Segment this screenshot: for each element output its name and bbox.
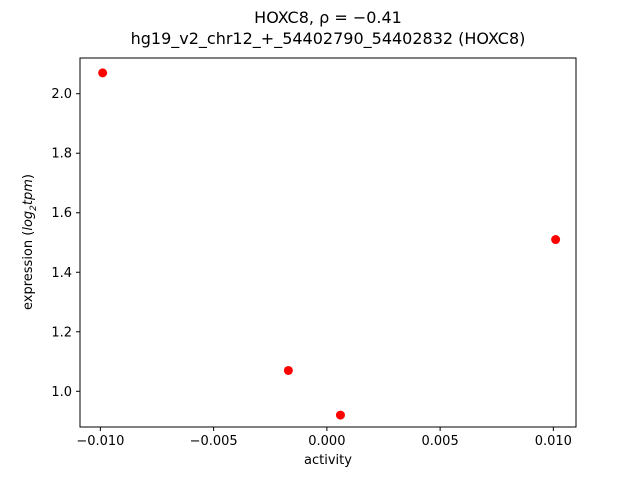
- x-tick-label: −0.005: [190, 434, 238, 449]
- x-tick-label: 0.010: [535, 434, 572, 449]
- chart-title-line2: hg19_v2_chr12_+_54402790_54402832 (HOXC8…: [130, 29, 526, 48]
- chart-title: HOXC8, ρ = −0.41 hg19_v2_chr12_+_5440279…: [80, 7, 576, 49]
- data-point: [98, 68, 108, 78]
- data-point: [551, 235, 561, 245]
- x-tick-label: 0.005: [422, 434, 459, 449]
- x-tick-label: −0.010: [76, 434, 124, 449]
- x-axis-label: activity: [304, 453, 352, 468]
- y-tick-label: 1.6: [51, 206, 72, 221]
- y-tick-label: 1.2: [51, 325, 72, 340]
- data-point: [283, 365, 293, 375]
- y-tick-label: 1.0: [51, 385, 72, 400]
- data-point: [335, 410, 345, 420]
- chart-title-line1: HOXC8, ρ = −0.41: [254, 8, 402, 27]
- y-tick-label: 1.4: [51, 266, 72, 281]
- axes-spines: [79, 57, 577, 428]
- y-tick-label: 2.0: [51, 87, 72, 102]
- y-tick-label: 1.8: [51, 147, 72, 162]
- x-tick-label: 0.000: [308, 434, 345, 449]
